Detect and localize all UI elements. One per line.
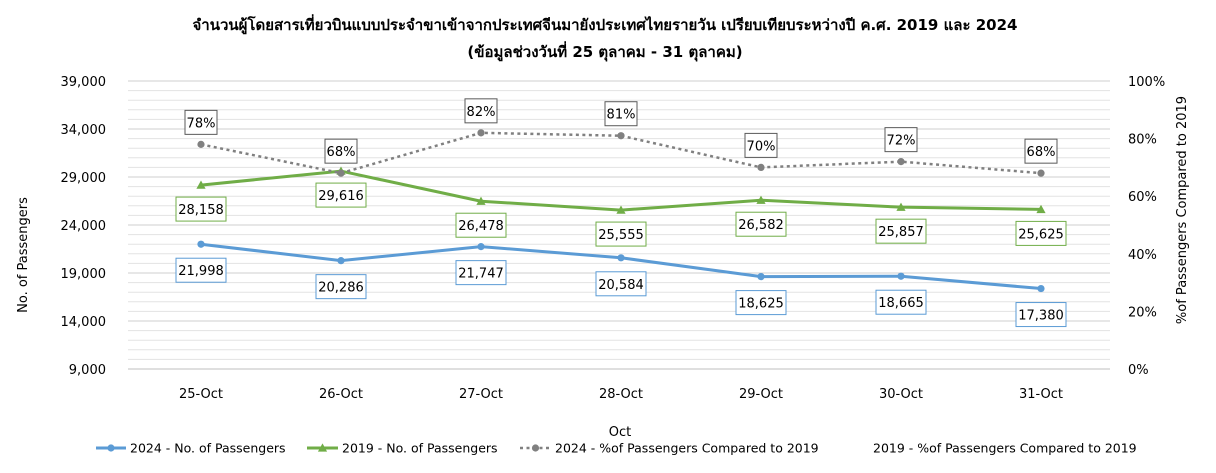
data-label-box: [184, 109, 218, 135]
legend-label: 2019 - %of Passengers Compared to 2019: [873, 441, 1137, 456]
x-tick-label: 30-Oct: [879, 387, 923, 402]
data-label: 20,584: [598, 278, 644, 293]
data-label: 25,625: [1018, 227, 1064, 242]
y-tick-label: 39,000: [61, 75, 107, 90]
data-label-box: [1024, 138, 1058, 164]
y-tick-label: 14,000: [61, 315, 107, 330]
data-label-box: [315, 274, 367, 300]
data-label-box: [455, 212, 507, 238]
data-point: [896, 202, 906, 211]
y-axis-title: No. of Passengers: [16, 197, 31, 313]
y2-tick-label: 100%: [1128, 75, 1165, 90]
data-label: 26,478: [458, 219, 504, 234]
data-point: [757, 273, 765, 281]
legend-label: 2019 - No. of Passengers: [342, 441, 498, 456]
data-point: [197, 240, 205, 248]
data-point: [337, 257, 345, 265]
x-tick-label: 29-Oct: [739, 387, 783, 402]
data-label: 78%: [187, 116, 216, 131]
y-tick-label: 9,000: [69, 363, 106, 378]
y-tick-label: 34,000: [61, 123, 107, 138]
data-label-box: [744, 132, 778, 158]
legend-label: 2024 - No. of Passengers: [130, 441, 286, 456]
data-label-box: [595, 221, 647, 247]
data-label: 21,747: [458, 267, 504, 282]
data-point: [1037, 169, 1045, 177]
data-point: [897, 272, 905, 280]
x-tick-label: 25-Oct: [179, 387, 223, 402]
data-label: 70%: [747, 139, 776, 154]
data-label: 17,380: [1018, 309, 1064, 324]
y2-tick-label: 40%: [1128, 248, 1157, 263]
data-label-box: [735, 211, 787, 237]
x-tick-label: 31-Oct: [1019, 387, 1063, 402]
data-point: [897, 158, 905, 166]
chart-title: จำนวนผู้โดยสารเที่ยวบินแบบประจำขาเข้าจาก…: [193, 14, 1018, 35]
y2-axis-title: %of Passengers Compared to 2019: [1175, 96, 1190, 324]
x-tick-label: 27-Oct: [459, 387, 503, 402]
data-label: 26,582: [738, 218, 784, 233]
data-label: 29,616: [318, 189, 364, 204]
data-label-box: [464, 98, 498, 124]
data-point: [477, 129, 485, 137]
y-tick-label: 24,000: [61, 219, 107, 234]
data-label: 25,857: [878, 225, 924, 240]
data-label: 82%: [467, 105, 496, 120]
y2-tick-label: 80%: [1128, 133, 1157, 148]
data-label: 25,555: [598, 228, 644, 243]
x-axis-title: Oct: [609, 425, 631, 440]
data-point: [1036, 204, 1046, 214]
data-point: [617, 132, 625, 140]
data-label-box: [875, 289, 927, 315]
data-label-box: [1015, 302, 1067, 328]
chart-subtitle: (ข้อมูลช่วงวันที่ 25 ตุลาคม - 31 ตุลาคม): [467, 41, 742, 62]
data-labels: 21,998 20,286 21,747 20,584 18,625 18,665 17,3…: [175, 98, 1067, 328]
y2-tick-label: 20%: [1128, 305, 1157, 320]
data-label-box: [875, 218, 927, 244]
data-point: [1037, 284, 1045, 293]
data-label: 20,286: [318, 281, 364, 296]
data-label: 68%: [1027, 145, 1056, 160]
x-tick-label: 26-Oct: [319, 387, 363, 402]
data-label-box: [884, 127, 918, 153]
x-tick-label: 28-Oct: [599, 387, 643, 402]
data-point: [756, 195, 766, 204]
data-label-box: [175, 257, 227, 283]
data-point: [317, 443, 328, 452]
y2-tick-label: 0%: [1128, 363, 1149, 378]
data-point: [107, 444, 115, 452]
y2-tick-label: 60%: [1128, 190, 1157, 205]
data-label: 68%: [327, 145, 356, 160]
data-label: 18,625: [738, 297, 784, 312]
data-point: [337, 169, 345, 177]
data-label: 28,158: [178, 203, 224, 218]
data-point: [197, 140, 205, 148]
legend: 2024 - No. of Passengers 2019 - No. of Pa…: [96, 441, 1137, 456]
y-tick-label: 29,000: [61, 171, 107, 186]
data-point: [476, 196, 486, 205]
data-label-box: [604, 101, 638, 127]
data-label: 81%: [607, 108, 636, 123]
axes: 9,000 14,000 19,000 24,000 29,000 34,000 39,00…: [61, 75, 1166, 402]
data-label-box: [324, 138, 358, 164]
data-point: [616, 205, 626, 214]
data-point: [477, 243, 485, 251]
series-layer: [196, 129, 1046, 293]
data-point: [757, 163, 765, 171]
data-label-box: [175, 196, 227, 222]
data-label-box: [595, 271, 647, 297]
data-label-box: [735, 290, 787, 316]
data-label: 21,998: [178, 264, 224, 279]
y-tick-label: 19,000: [61, 267, 107, 282]
data-point: [531, 444, 540, 452]
data-label: 18,665: [878, 296, 924, 311]
data-label: 72%: [887, 134, 916, 149]
data-label-box: [1015, 220, 1067, 246]
data-label-box: [455, 260, 507, 286]
data-point: [196, 180, 206, 189]
data-point: [617, 254, 625, 262]
legend-label: 2024 - %of Passengers Compared to 2019: [555, 441, 819, 456]
data-label-box: [315, 182, 367, 208]
